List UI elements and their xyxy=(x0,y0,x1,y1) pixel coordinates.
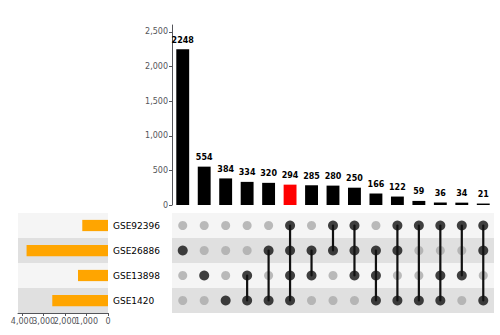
svg-text:21: 21 xyxy=(478,190,490,199)
svg-text:GSE26886: GSE26886 xyxy=(113,246,160,256)
svg-text:166: 166 xyxy=(368,180,385,189)
svg-text:2,000: 2,000 xyxy=(145,62,168,71)
svg-text:122: 122 xyxy=(389,183,406,192)
svg-text:280: 280 xyxy=(325,172,342,181)
svg-text:554: 554 xyxy=(196,153,213,162)
svg-text:36: 36 xyxy=(435,189,447,198)
svg-text:384: 384 xyxy=(217,165,234,174)
svg-text:59: 59 xyxy=(413,187,425,196)
svg-text:285: 285 xyxy=(303,172,320,181)
svg-text:334: 334 xyxy=(239,168,256,177)
svg-text:2,500: 2,500 xyxy=(145,27,168,36)
svg-text:GSE92396: GSE92396 xyxy=(113,221,160,231)
svg-text:500: 500 xyxy=(153,166,168,175)
svg-text:1,500: 1,500 xyxy=(145,97,168,106)
svg-text:250: 250 xyxy=(346,174,363,183)
svg-text:1,000: 1,000 xyxy=(145,131,168,140)
svg-text:0: 0 xyxy=(163,201,168,210)
svg-text:2,000: 2,000 xyxy=(54,317,77,326)
svg-text:320: 320 xyxy=(260,169,277,178)
svg-text:1,000: 1,000 xyxy=(75,317,98,326)
svg-text:294: 294 xyxy=(282,171,299,180)
svg-text:3,000: 3,000 xyxy=(32,317,55,326)
svg-text:GSE13898: GSE13898 xyxy=(113,271,160,281)
svg-text:34: 34 xyxy=(456,189,468,198)
svg-text:GSE1420: GSE1420 xyxy=(113,296,155,306)
svg-text:4,000: 4,000 xyxy=(11,317,34,326)
svg-text:2248: 2248 xyxy=(172,36,195,45)
svg-text:0: 0 xyxy=(105,317,110,326)
